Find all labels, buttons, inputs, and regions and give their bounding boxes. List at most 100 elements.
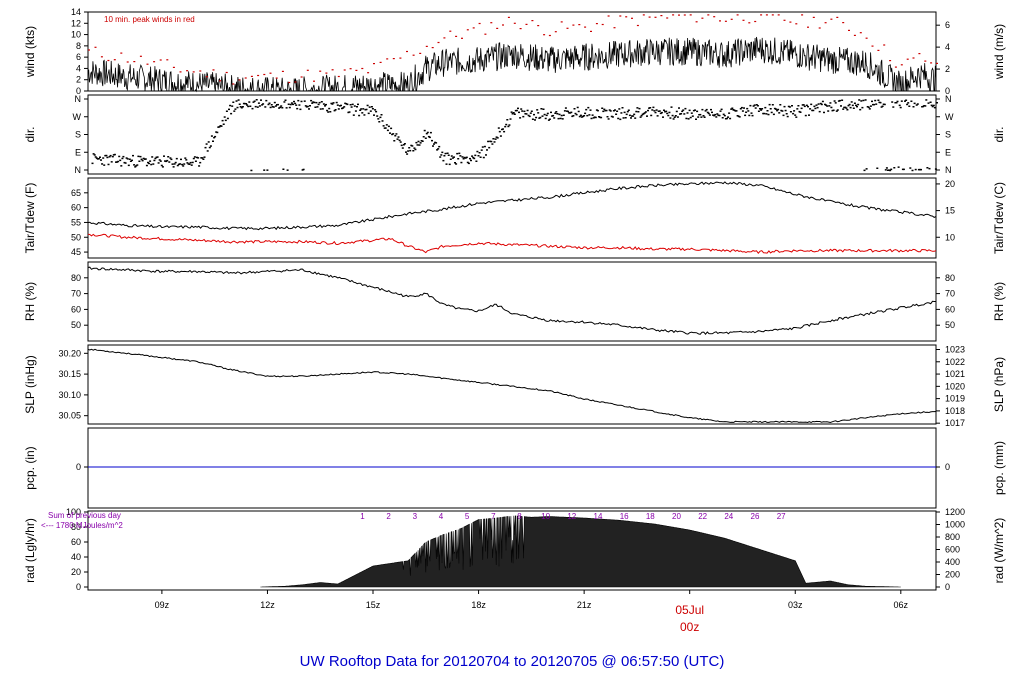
direction-mark — [381, 120, 384, 122]
direction-mark — [769, 108, 772, 110]
peak-wind-mark — [159, 59, 162, 61]
direction-mark — [402, 144, 405, 146]
direction-mark — [628, 114, 631, 117]
direction-mark — [842, 108, 845, 110]
direction-mark — [347, 111, 350, 114]
direction-mark — [335, 101, 338, 104]
peak-wind-mark — [484, 33, 487, 35]
direction-mark — [698, 114, 701, 116]
direction-mark — [920, 168, 922, 171]
direction-mark — [366, 104, 369, 107]
radiation-count-label: 22 — [698, 512, 707, 521]
direction-mark — [767, 113, 770, 116]
peak-wind-mark — [900, 64, 903, 66]
direction-mark — [856, 105, 858, 108]
direction-mark — [931, 105, 934, 108]
peak-wind-mark — [560, 21, 563, 23]
direction-mark — [541, 115, 544, 117]
direction-mark — [569, 112, 572, 114]
peak-wind-mark — [412, 54, 415, 56]
series-rh — [87, 266, 936, 335]
direction-mark — [209, 145, 212, 147]
ytick-right-label-rad: 600 — [945, 545, 960, 555]
direction-mark — [867, 106, 870, 109]
peak-wind-mark — [431, 47, 434, 49]
direction-mark — [914, 168, 917, 171]
direction-mark — [651, 109, 654, 111]
direction-mark — [893, 167, 896, 169]
direction-mark — [934, 168, 937, 170]
direction-mark — [181, 163, 184, 166]
direction-mark — [885, 167, 888, 169]
direction-mark — [96, 158, 99, 160]
direction-mark — [378, 121, 381, 123]
direction-mark — [213, 136, 216, 139]
ylabel-wind: wind (kts) — [23, 26, 37, 78]
direction-mark — [828, 105, 831, 107]
peak-wind-mark — [578, 24, 581, 26]
direction-mark — [438, 145, 441, 148]
direction-mark — [580, 116, 583, 118]
direction-mark — [504, 125, 507, 128]
direction-mark — [476, 150, 479, 153]
peak-wind-mark — [590, 30, 592, 32]
peak-wind-mark — [889, 60, 892, 62]
ytick-label-wind: 4 — [76, 63, 81, 73]
direction-mark — [284, 99, 287, 101]
peak-wind-mark — [818, 27, 821, 29]
direction-mark — [196, 156, 198, 159]
direction-mark — [261, 104, 264, 106]
direction-mark — [128, 158, 131, 160]
direction-mark — [362, 108, 365, 110]
direction-mark — [352, 114, 355, 116]
direction-mark — [786, 115, 789, 118]
direction-mark — [420, 140, 423, 142]
peak-wind-mark — [683, 14, 686, 16]
direction-mark — [310, 99, 313, 102]
direction-mark — [646, 115, 648, 117]
direction-mark — [302, 168, 305, 171]
radiation-count-label: 16 — [620, 512, 629, 521]
direction-mark — [121, 157, 124, 160]
direction-mark — [394, 135, 397, 137]
direction-mark — [780, 109, 783, 112]
direction-mark — [418, 144, 421, 146]
direction-mark — [281, 107, 284, 109]
direction-mark — [923, 105, 926, 107]
peak-wind-mark — [250, 75, 253, 77]
peak-wind-mark — [212, 69, 215, 71]
direction-mark — [321, 108, 324, 110]
direction-mark — [682, 109, 685, 111]
direction-mark — [492, 138, 495, 140]
direction-mark — [660, 111, 663, 114]
direction-mark — [895, 102, 898, 104]
direction-mark — [254, 105, 257, 108]
direction-mark — [264, 106, 267, 108]
direction-mark — [848, 103, 851, 106]
peak-wind-mark — [399, 57, 402, 59]
peak-wind-mark — [379, 61, 382, 63]
direction-mark — [663, 109, 665, 111]
peak-wind-mark — [736, 14, 739, 16]
direction-mark — [176, 164, 179, 167]
direction-mark — [684, 107, 687, 110]
direction-mark — [179, 163, 181, 165]
direction-mark — [762, 112, 765, 115]
direction-mark — [289, 103, 292, 106]
direction-mark — [145, 164, 148, 167]
peak-wind-mark — [525, 23, 528, 25]
radiation-count-label: 10 — [541, 512, 550, 521]
direction-mark — [235, 100, 238, 102]
direction-mark — [836, 109, 839, 111]
direction-mark — [340, 104, 342, 107]
direction-mark — [632, 115, 635, 117]
direction-mark — [653, 110, 656, 112]
direction-mark — [732, 109, 735, 111]
direction-mark — [772, 113, 775, 116]
ytick-right-label-rad: 0 — [945, 582, 950, 592]
direction-mark — [485, 154, 487, 156]
peak-wind-mark — [472, 27, 475, 29]
direction-mark — [489, 140, 492, 143]
direction-mark — [376, 115, 379, 117]
direction-mark — [869, 105, 872, 107]
